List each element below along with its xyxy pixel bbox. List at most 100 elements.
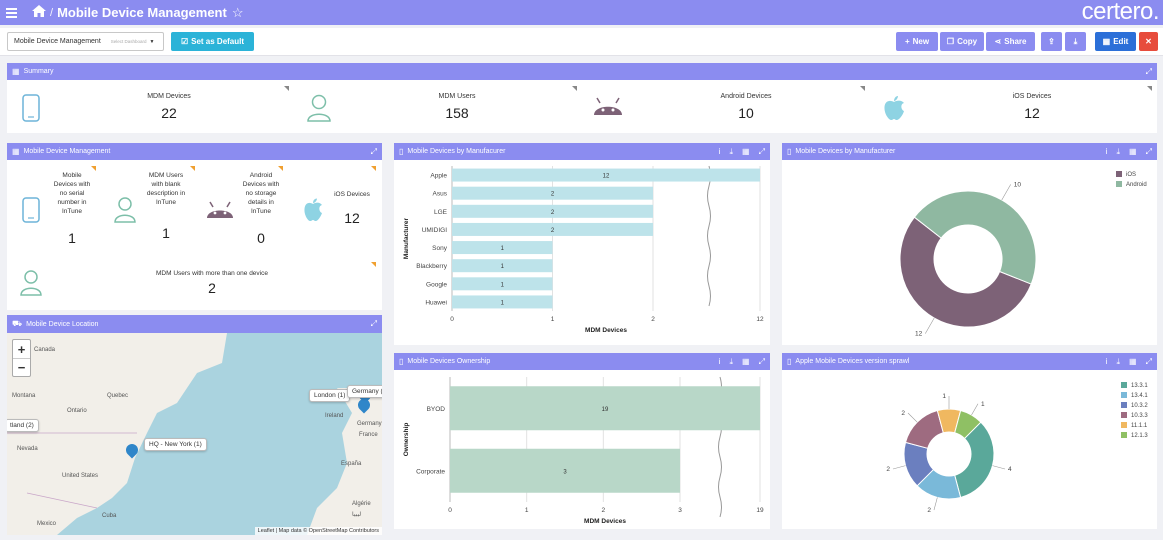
expand-icon[interactable]: ⤢ [370, 318, 377, 328]
table-icon[interactable]: ▦ [1129, 147, 1137, 156]
bar-value-label: 2 [551, 228, 555, 234]
map-place-label: ليبيا [352, 512, 362, 518]
mdm-item-value[interactable]: 12 [344, 210, 360, 226]
slice-value-label: 12 [915, 331, 923, 338]
mobile-icon: ▯ [399, 147, 404, 156]
info-icon[interactable]: i [1105, 357, 1108, 366]
legend-swatch [1121, 432, 1127, 438]
legend-swatch [1116, 171, 1122, 177]
map-place-label: Algérie [352, 501, 371, 507]
favorite-star-icon[interactable]: ☆ [231, 4, 244, 20]
caret-down-icon: ▼ [149, 38, 155, 45]
y-axis-label: Ownership [403, 423, 410, 457]
legend-swatch [1121, 382, 1127, 388]
slice-leader [971, 403, 979, 416]
legend-swatch [1116, 181, 1122, 187]
expand-icon[interactable]: ⤢ [1145, 146, 1152, 156]
map-land [7, 333, 382, 535]
bar-value-label: 1 [501, 246, 505, 252]
check-square-icon: ☑ [180, 37, 189, 46]
ios-sprawl-panel: ▯ Apple Mobile Devices version sprawl i … [782, 353, 1157, 529]
bar [452, 168, 760, 182]
y-tick-label: BYOD [427, 406, 446, 413]
map-place-label: Mexico [37, 521, 57, 527]
download-icon[interactable]: ⤓ [1116, 356, 1121, 366]
certero-logo: certero. [1081, 0, 1160, 25]
car-icon: ⛟ [12, 319, 23, 328]
corner-marker [91, 166, 96, 171]
map-place-label: United States [62, 473, 99, 479]
page-title: Mobile Device Management [57, 5, 227, 20]
bar-value-label: 3 [563, 469, 567, 475]
legend-swatch [1121, 412, 1127, 418]
x-axis-label: MDM Devices [584, 518, 626, 525]
expand-icon[interactable]: ⤢ [758, 356, 765, 366]
mdm-header: ▦ Mobile Device Management ⤢ [7, 143, 382, 160]
pie-slice [954, 421, 995, 499]
summary-value[interactable]: 12 [1024, 105, 1040, 121]
expand-icon[interactable]: ⤢ [370, 146, 377, 156]
mdm-item-value[interactable]: 0 [257, 230, 265, 246]
corner-marker [371, 262, 376, 267]
table-icon[interactable]: ▦ [1129, 357, 1137, 366]
info-icon[interactable]: i [1105, 147, 1108, 156]
dashboard-select[interactable]: Mobile Device Management Select Dashboar… [7, 32, 164, 51]
zoom-in-button[interactable]: + [17, 341, 26, 357]
user-icon [20, 270, 42, 296]
mdm-item-value[interactable]: 2 [208, 280, 216, 296]
summary-value[interactable]: 158 [445, 105, 469, 121]
y-tick-label: Apple [430, 173, 447, 180]
info-icon[interactable]: i [718, 357, 721, 366]
device-map[interactable]: + − Canada Quebec Montana Ontario Nevada… [7, 333, 382, 535]
bar [450, 386, 760, 431]
share-label: Share [1004, 37, 1027, 46]
legend-label: 10.3.3 [1131, 413, 1148, 419]
edit-label: Edit [1113, 37, 1129, 46]
table-icon[interactable]: ▦ [742, 147, 750, 156]
ownership-panel: ▯ Mobile Devices Ownership i ⤓ ▦ ⤢ 0 1 2 3 1… [394, 353, 770, 529]
info-icon[interactable]: i [718, 147, 721, 156]
slice-value-label: 2 [886, 466, 890, 473]
download-icon[interactable]: ⤓ [729, 356, 734, 366]
corner-marker [190, 166, 195, 171]
expand-icon[interactable]: ⤢ [758, 146, 765, 156]
upload-button[interactable]: ⇪ [1041, 32, 1062, 51]
x-tick-label: 1 [525, 507, 529, 514]
download-icon[interactable]: ⤓ [729, 146, 734, 156]
download-icon[interactable]: ⤓ [1116, 146, 1121, 156]
edit-button[interactable]: ▦ Edit [1095, 32, 1136, 51]
ownership-title: Mobile Devices Ownership [407, 358, 491, 365]
grid-icon: ▦ [1102, 37, 1111, 46]
ios-sprawl-title: Apple Mobile Devices version sprawl [795, 358, 910, 365]
download-button[interactable]: ⤓ [1065, 32, 1086, 51]
summary-value[interactable]: 10 [738, 105, 754, 121]
new-button[interactable]: + New [896, 32, 938, 51]
x-tick-label: 3 [678, 507, 682, 514]
mdm-item-value[interactable]: 1 [162, 225, 170, 241]
home-icon[interactable] [32, 5, 46, 20]
map-place-label: España [341, 461, 362, 467]
copy-button[interactable]: ❐ Copy [940, 32, 984, 51]
map-place-label: Cuba [102, 513, 117, 519]
mdm-title: Mobile Device Management [23, 148, 111, 155]
summary-value[interactable]: 22 [161, 105, 177, 121]
mdm-item-value[interactable]: 1 [68, 230, 76, 246]
expand-icon[interactable]: ⤢ [1145, 356, 1152, 366]
bar-value-label: 1 [501, 264, 505, 270]
expand-icon[interactable]: ⤢ [1145, 66, 1152, 76]
bar-value-label: 19 [602, 407, 609, 413]
table-icon[interactable]: ▦ [742, 357, 750, 366]
legend-label: iOS [1126, 172, 1136, 178]
zoom-out-button[interactable]: − [13, 358, 30, 376]
menu-icon[interactable] [0, 0, 22, 25]
corner-marker [860, 86, 865, 91]
slice-value-label: 1 [942, 393, 946, 400]
y-tick-label: Huawei [425, 299, 447, 306]
close-button[interactable]: ✕ [1139, 32, 1158, 51]
bar [452, 204, 653, 218]
share-button[interactable]: ⋖ Share [986, 32, 1035, 51]
set-as-default-button[interactable]: ☑ Set as Default [171, 32, 254, 51]
mobile-icon: ▯ [399, 357, 404, 366]
bar [452, 259, 553, 273]
